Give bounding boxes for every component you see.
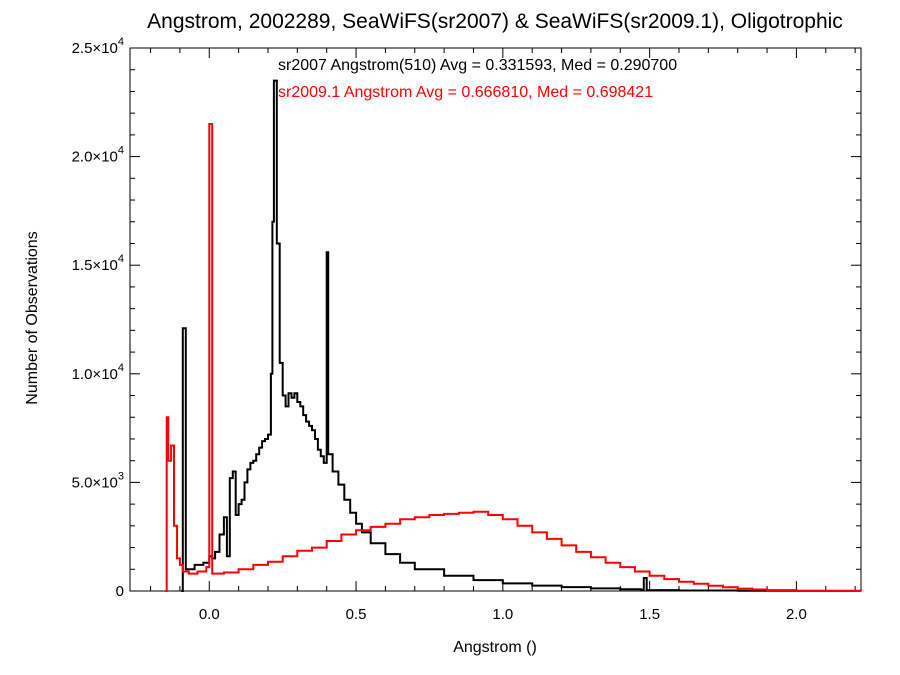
y-tick-label: 1.0×104: [72, 362, 124, 383]
x-tick-label: 0.0: [199, 606, 220, 623]
x-tick-label: 0.5: [346, 606, 367, 623]
x-axis-ticks: 0.0 0.5 1.0 1.5 2.0: [150, 48, 856, 623]
x-tick-label: 1.5: [639, 606, 660, 623]
y-tick-label: 0: [116, 583, 124, 600]
x-axis-label: Angstrom (): [453, 639, 537, 656]
legend-entry-sr2009: sr2009.1 Angstrom Avg = 0.666810, Med = …: [278, 84, 653, 101]
series-line-sr2009: [165, 123, 862, 592]
plot-frame: [129, 47, 862, 592]
x-tick-label: 1.0: [492, 606, 513, 623]
x-tick-label: 2.0: [786, 606, 807, 623]
y-tick-label: 5.0×103: [72, 470, 124, 491]
chart-title: Angstrom, 2002289, SeaWiFS(sr2007) & Sea…: [147, 10, 843, 33]
y-tick-label: 2.5×104: [72, 36, 124, 57]
y-tick-label: 1.5×104: [72, 253, 124, 274]
y-axis-ticks: 0 5.0×103 1.0×104 1.5×104 2.0×104 2.5×104: [72, 36, 861, 600]
series-line-sr2007: [181, 79, 862, 592]
series-group: [165, 79, 862, 592]
legend-entry-sr2007: sr2007 Angstrom(510) Avg = 0.331593, Med…: [278, 57, 677, 74]
y-axis-label: Number of Observations: [24, 231, 41, 404]
y-tick-label: 2.0×104: [72, 145, 124, 166]
